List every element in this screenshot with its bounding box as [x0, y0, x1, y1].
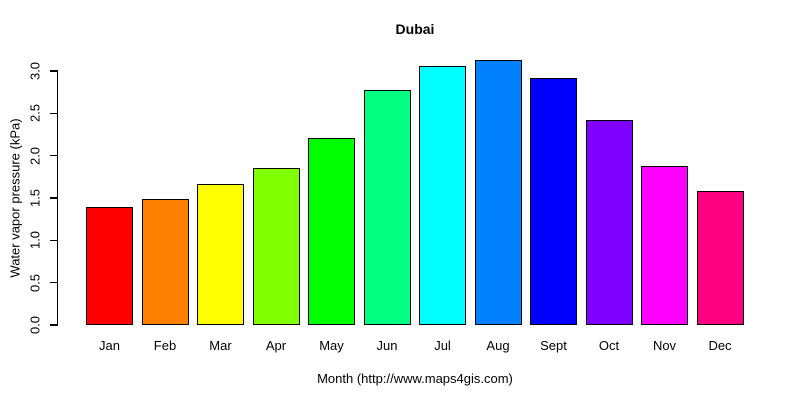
- bar-mar: [197, 184, 244, 325]
- x-tick-label-jul: Jul: [434, 338, 451, 353]
- x-tick-label-oct: Oct: [598, 338, 620, 353]
- y-tick-label: 2.0: [27, 146, 43, 165]
- bar-feb: [141, 198, 189, 325]
- y-tick-label: 1.0: [27, 231, 43, 250]
- y-tick-label: 1.5: [27, 188, 43, 208]
- x-tick-label-aug: Aug: [486, 338, 510, 353]
- bar-dec: [696, 191, 744, 325]
- x-axis-title: Month (http://www.maps4gis.com): [317, 371, 513, 386]
- bar-oct: [585, 120, 633, 325]
- x-tick-label-apr: Apr: [265, 338, 287, 353]
- x-tick-label-jan: Jan: [99, 338, 120, 353]
- bar-nov: [641, 165, 688, 325]
- chart-title: Dubai: [395, 21, 435, 37]
- bar-apr: [252, 167, 300, 325]
- x-tick-label-mar: Mar: [209, 338, 232, 353]
- bar-aug: [474, 59, 522, 325]
- y-axis-tick: [50, 154, 58, 157]
- y-tick-label: 0.0: [27, 315, 43, 335]
- bar-sept: [530, 77, 577, 325]
- y-tick-label: 0.5: [27, 273, 43, 292]
- bar-may: [308, 137, 355, 325]
- y-tick-label: 3.0: [27, 61, 43, 81]
- y-axis-tick: [50, 112, 58, 115]
- bar-jul: [419, 65, 466, 325]
- x-tick-label-dec: Dec: [708, 338, 732, 353]
- y-axis-tick: [50, 281, 58, 284]
- plot-area: 0.0 0.5 1.0 1.5 2.0 2.5 3.0 Jan Feb Mar Apr May Jun J…: [28, 50, 748, 353]
- x-tick-label-nov: Nov: [652, 338, 677, 353]
- y-axis-tick: [50, 197, 58, 199]
- x-tick-label-jun: Jun: [376, 338, 398, 353]
- y-axis-tick: [50, 239, 58, 242]
- x-tick-label-feb: Feb: [153, 338, 177, 353]
- x-tick-label-sept: Sept: [540, 338, 567, 353]
- y-axis-tick: [50, 70, 58, 72]
- x-tick-label-may: May: [319, 338, 344, 353]
- bar-jun: [363, 90, 411, 325]
- bar-jan: [86, 207, 133, 325]
- y-axis-title: Water vapor pressure (kPa): [7, 118, 23, 278]
- y-axis-tick: [50, 324, 58, 326]
- y-tick-label: 2.5: [27, 104, 43, 123]
